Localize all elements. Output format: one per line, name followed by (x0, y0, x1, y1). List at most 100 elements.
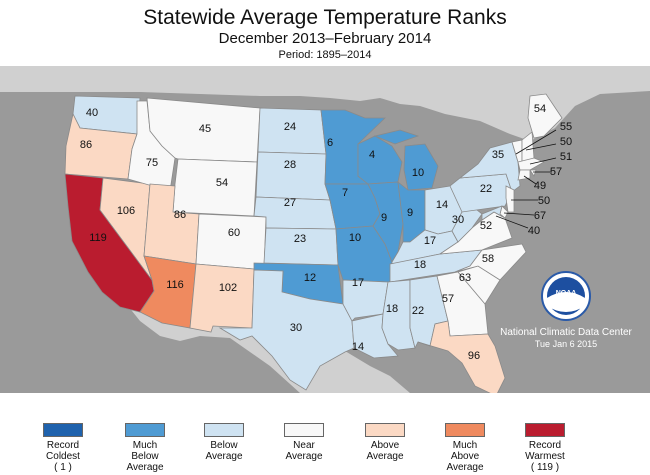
legend-label: Much (452, 440, 478, 451)
rank-label-ok: 12 (304, 272, 316, 284)
rank-label-nv: 106 (117, 205, 135, 217)
rank-label-il: 9 (381, 212, 387, 224)
rank-label-md: 40 (528, 225, 540, 237)
state-co (195, 213, 267, 271)
legend-label: Warmest (525, 451, 565, 462)
legend-swatch (525, 423, 565, 437)
legend-label: Average (446, 462, 484, 473)
state-wi (357, 135, 403, 185)
rank-label-tn: 18 (414, 259, 426, 271)
noaa-logo-text: NOAA (556, 290, 577, 297)
credit-date: Tue Jan 6 2015 (535, 339, 597, 349)
legend-swatch (43, 423, 83, 437)
rank-label-nm: 102 (219, 282, 237, 294)
legend-item-below: Below Average (187, 423, 261, 462)
rank-label-la: 14 (352, 341, 364, 353)
rank-label-sc: 63 (459, 272, 471, 284)
rank-label-az: 116 (166, 279, 184, 291)
leader-line-md (495, 215, 529, 229)
rank-label-nc: 58 (482, 253, 494, 265)
state-me (527, 93, 563, 139)
rank-label-ne: 27 (284, 197, 296, 209)
rank-label-ri: 57 (550, 166, 562, 178)
legend-label: Record (528, 440, 562, 451)
leader-line-nh (525, 143, 557, 151)
map-title: Statewide Average Temperature Ranks (143, 6, 507, 29)
us-temperature-rank-map: 4086119106754554861166010224282723123067… (0, 66, 650, 393)
noaa-logo-gull (547, 292, 585, 312)
legend: Record Coldest( 1 ) Much Below Average Below A… (0, 395, 650, 475)
state-md (481, 205, 506, 221)
rank-label-id: 75 (146, 157, 158, 169)
rank-label-in: 9 (407, 207, 413, 219)
legend-swatch (365, 423, 405, 437)
map-header: Statewide Average Temperature Ranks Dece… (0, 0, 650, 63)
legend-swatch (284, 423, 324, 437)
legend-item-much-above: Much Above Average (428, 423, 502, 473)
leader-line-de (503, 212, 535, 216)
rank-label-or: 86 (80, 139, 92, 151)
rank-label-wa: 40 (86, 107, 98, 119)
legend-label: Above (370, 440, 400, 451)
map-subtitle: December 2013–February 2014 (218, 30, 432, 47)
rank-label-me: 54 (534, 103, 546, 115)
state-nj (505, 185, 515, 213)
state-ri (529, 169, 537, 177)
rank-label-mo: 10 (349, 232, 361, 244)
rank-label-ct: 49 (534, 180, 546, 192)
state-wy (172, 158, 258, 217)
rank-label-ks: 23 (294, 233, 306, 245)
legend-label: Much (132, 440, 158, 451)
map-period: Period: 1895–2014 (278, 49, 372, 61)
legend-swatch (204, 423, 244, 437)
rank-label-de: 67 (534, 210, 546, 222)
state-fl (417, 320, 506, 393)
state-nc (454, 243, 527, 281)
rank-label-nh: 50 (560, 136, 572, 148)
leader-line-ct (523, 175, 537, 185)
legend-label: Coldest (46, 451, 80, 462)
legend-label: Below (210, 440, 238, 451)
rank-label-nd: 24 (284, 121, 296, 133)
state-nm (189, 263, 255, 333)
legend-label: ( 119 ) (530, 462, 560, 473)
rank-label-ga: 57 (442, 293, 454, 305)
legend-item-record-warmest: Record Warmest( 119 ) (508, 423, 582, 473)
legend-item-near: Near Average (267, 423, 341, 462)
legend-label: Record (46, 440, 80, 451)
rank-label-wy: 54 (216, 177, 228, 189)
legend-swatch (445, 423, 485, 437)
rank-label-al: 22 (412, 305, 424, 317)
credit-org: National Climatic Data Center (500, 327, 632, 338)
legend-label: Above (450, 451, 480, 462)
rank-label-ut: 86 (174, 209, 186, 221)
state-mi (373, 129, 439, 191)
rank-label-oh: 14 (436, 199, 448, 211)
rank-label-pa: 22 (480, 183, 492, 195)
canada-land (0, 66, 650, 141)
legend-label: Near (293, 440, 315, 451)
noaa-logo: NOAA (541, 271, 591, 321)
rank-label-ny: 35 (492, 149, 504, 161)
rank-label-mn: 6 (327, 137, 333, 149)
state-ct (517, 169, 531, 181)
rank-label-tx: 30 (290, 322, 302, 334)
rank-label-wv: 30 (452, 214, 464, 226)
rank-label-ms: 18 (386, 303, 398, 315)
leader-line-ma (529, 157, 557, 165)
rank-label-nj: 50 (538, 195, 550, 207)
legend-label: Average (285, 451, 323, 462)
rank-label-wi: 4 (369, 149, 375, 161)
legend-label: ( 1 ) (54, 462, 72, 473)
legend-swatch (125, 423, 165, 437)
rank-label-ca: 119 (89, 232, 107, 244)
rank-label-fl: 96 (468, 350, 480, 362)
rank-label-ky: 17 (424, 235, 436, 247)
legend-label: Average (205, 451, 243, 462)
rank-label-vt: 55 (560, 121, 572, 133)
rank-label-sd: 28 (284, 159, 296, 171)
rank-label-mt: 45 (199, 123, 211, 135)
state-tx (218, 269, 355, 391)
legend-label: Below (131, 451, 159, 462)
legend-item-much-below: Much Below Average (108, 423, 182, 473)
